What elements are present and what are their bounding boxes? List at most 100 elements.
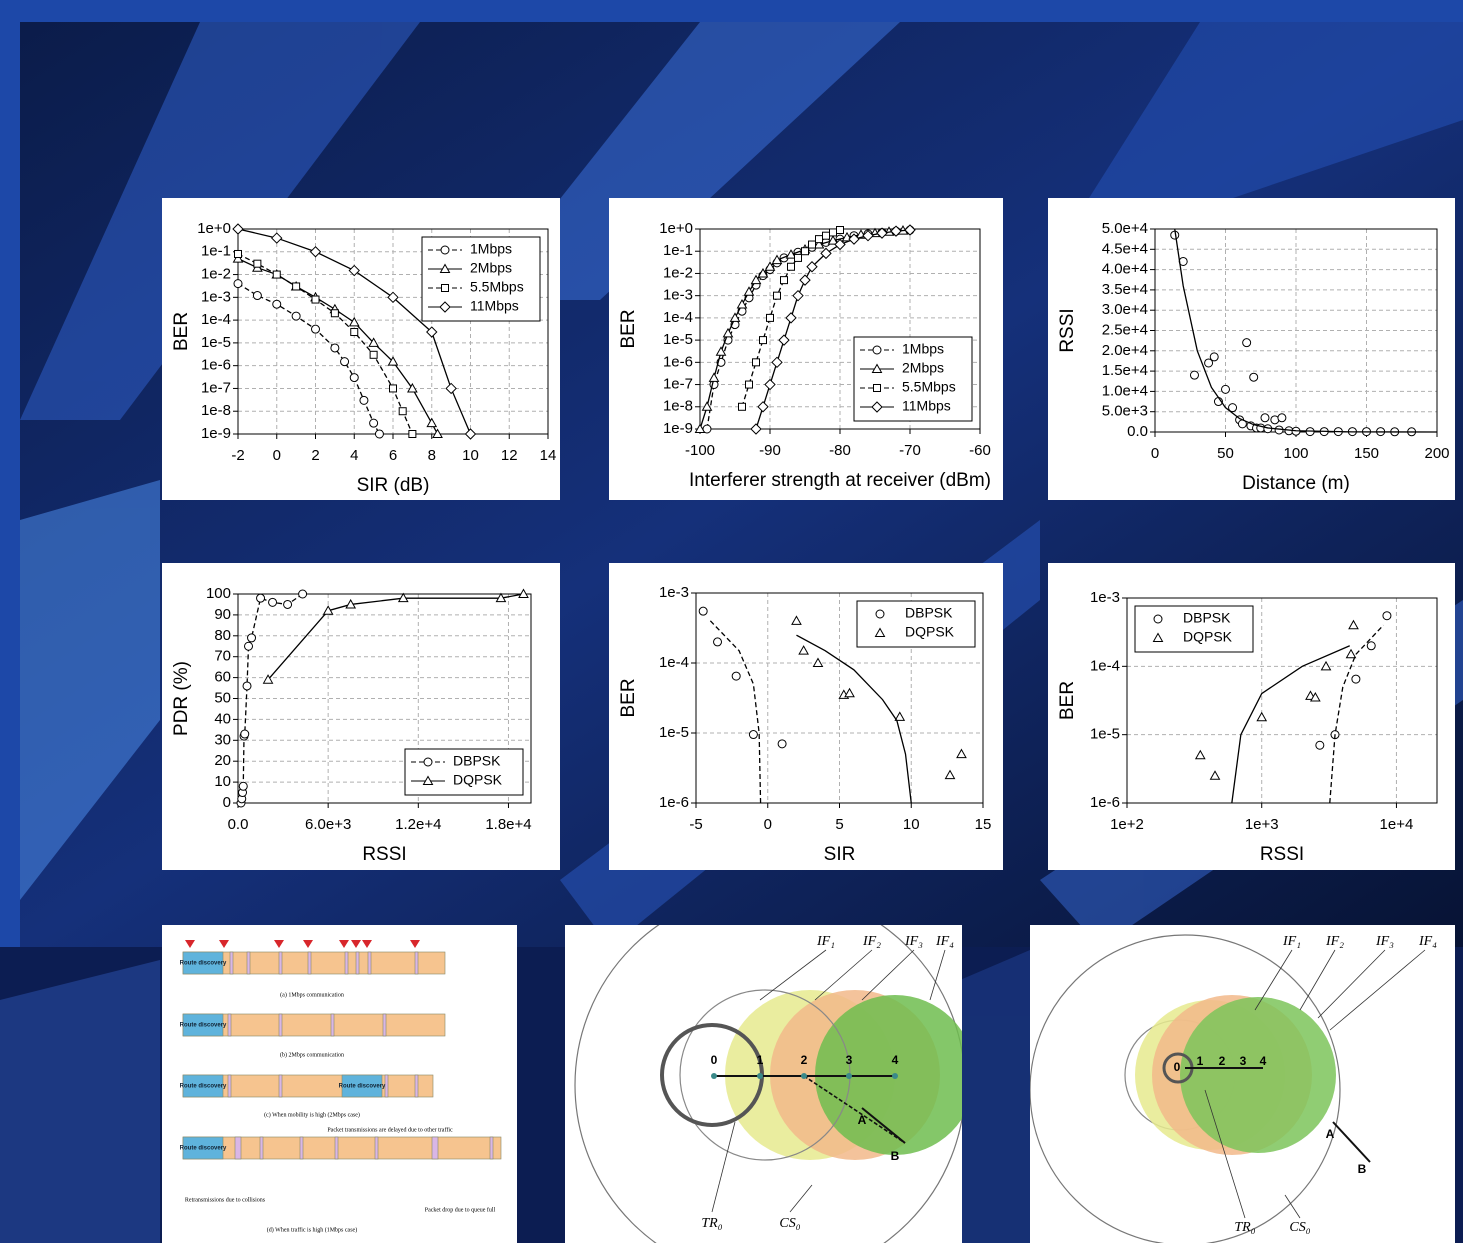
point [788,263,795,270]
point [778,740,786,748]
point-label: B [891,1149,900,1163]
legend-label: 11Mbps [902,398,951,414]
point [802,248,809,255]
legend-label: DQPSK [905,624,955,640]
y-tick-label: 1e+0 [659,220,693,237]
point [350,374,358,382]
y-tick-label: 40 [214,710,231,727]
legend-label: 1Mbps [470,241,512,257]
x-tick-label: 8 [428,447,436,464]
point [442,285,449,292]
x-tick-label: 0 [764,816,772,833]
legend-label: DBPSK [905,605,953,621]
point [351,329,358,336]
point [254,260,261,267]
y-tick-label: 1e-2 [201,266,231,283]
y-tick-label: 1e-4 [1090,657,1120,674]
point [375,430,383,438]
y-tick-label: 5.0e+3 [1102,403,1148,420]
y-tick-label: 20 [214,752,231,769]
x-tick-label: 100 [1283,445,1308,462]
legend-label: 11Mbps [470,298,519,314]
y-tick-label: 10 [214,773,231,790]
legend-label: 2Mbps [902,360,944,376]
point [269,598,277,606]
point [331,310,338,317]
y-tick-label: 1e-5 [663,331,693,348]
node-label: 2 [801,1053,808,1067]
y-tick-label: 1e-1 [663,242,693,259]
point [234,280,242,288]
y-tick-label: 1e-7 [201,379,231,396]
x-tick-label: 1e+4 [1380,816,1414,833]
y-tick-label: 1e-1 [201,243,231,260]
y-tick-label: 50 [214,689,231,706]
point [441,246,449,254]
region-label: IF₄ [935,934,954,949]
point [1352,675,1360,683]
y-tick-label: 1e-7 [663,376,693,393]
y-tick-label: 30 [214,731,231,748]
x-tick-label: -80 [829,442,851,459]
point [293,283,300,290]
x-tick-label: 15 [975,816,992,833]
caption: (b) 2Mbps communication [280,1051,344,1058]
point [774,292,781,299]
point [739,403,746,410]
page: {"chart_data": [ {"type": "line", "xlabe… [0,0,1463,1243]
y-tick-label: 0 [223,794,231,811]
y-tick-label: 1e-8 [663,398,693,415]
x-tick-label: 50 [1217,445,1234,462]
y-tick-label: 70 [214,648,231,665]
poster: Route discovery (a) 1Mbps communication … [0,0,1463,1243]
x-tick-label: 0.0 [228,816,249,833]
x-tick-label: 1.8e+4 [485,816,531,833]
caption: (a) 1Mbps communication [280,991,344,998]
y-tick-label: 1e-6 [201,357,231,374]
point [409,431,416,438]
y-tick-label: 60 [214,669,231,686]
point [1154,615,1162,623]
x-tick-label: 150 [1354,445,1379,462]
x-tick-label: 1e+3 [1245,816,1279,833]
y-tick-label: 1e-5 [201,334,231,351]
x-tick-label: 10 [903,816,920,833]
x-axis-title: RSSI [1260,844,1304,865]
y-tick-label: 1e-3 [659,584,689,601]
y-tick-label: 1e+0 [197,220,231,237]
x-tick-label: 200 [1424,445,1449,462]
note: Packet transmissions are delayed due to … [327,1126,453,1133]
point [1243,339,1251,347]
y-axis-title: BER [171,312,192,351]
y-axis-title: PDR (%) [171,661,192,736]
x-tick-label: 5 [835,816,843,833]
node-label: 4 [892,1053,899,1067]
x-tick-label: -100 [685,442,715,459]
legend-label: DBPSK [1183,610,1231,626]
y-tick-label: 1e-4 [663,309,693,326]
y-tick-label: 3.0e+4 [1102,301,1148,318]
region-label: IF₁ [816,934,835,949]
point [341,358,349,366]
y-tick-label: 100 [206,585,231,602]
point [1261,414,1269,422]
x-tick-label: -5 [689,816,702,833]
point [1383,612,1391,620]
point-label: B [1358,1162,1367,1176]
point [248,634,256,642]
x-axis-title: RSSI [362,844,406,865]
x-axis-title: Interferer strength at receiver (dBm) [689,470,991,491]
x-tick-label: -60 [969,442,991,459]
point [370,419,378,427]
point [243,682,251,690]
node-label: 0 [1174,1060,1181,1074]
y-tick-label: 1e-9 [201,425,231,442]
bar-label: Route discovery [339,1084,386,1090]
point [873,346,881,354]
y-tick-label: 1e-4 [659,654,689,671]
y-tick-label: 5.0e+4 [1102,220,1148,237]
y-tick-label: 4.5e+4 [1102,240,1148,257]
y-axis-title: BER [1057,681,1078,720]
y-tick-label: 1e-9 [663,420,693,437]
